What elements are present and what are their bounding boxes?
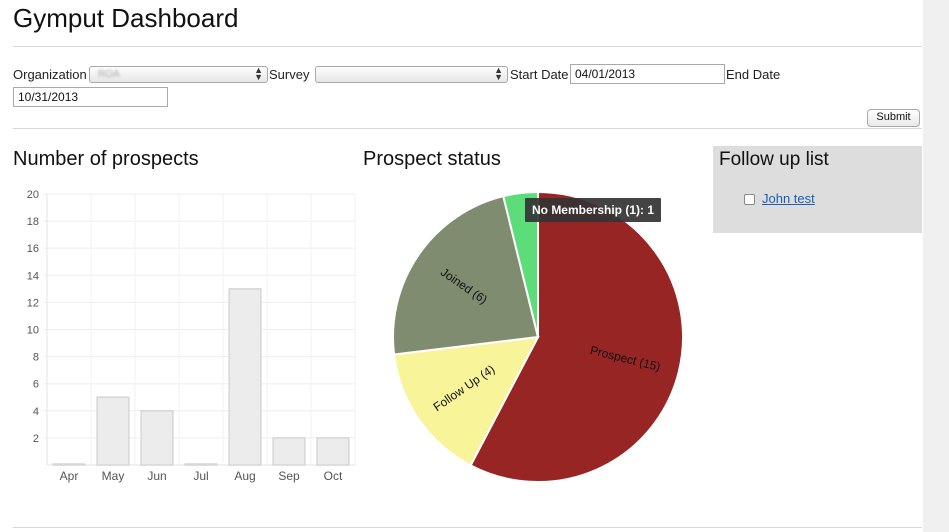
x-tick-label: Jun xyxy=(147,469,166,483)
bar xyxy=(316,437,350,466)
y-tick-label: 16 xyxy=(27,243,39,255)
bar xyxy=(140,410,174,466)
organization-label: Organization xyxy=(13,67,87,82)
follow-up-link[interactable]: John test xyxy=(762,191,815,206)
divider xyxy=(13,46,922,47)
prospects-bar-chart: 2 4 6 8 10 12 14 16 18 20 Apr May Jun Jul Aug Sep Oct xyxy=(27,189,356,483)
pie-slice xyxy=(392,335,540,467)
follow-up-checkbox[interactable] xyxy=(744,194,755,205)
bar xyxy=(96,396,130,466)
x-tick-label: Sep xyxy=(278,469,300,483)
end-date-label: End Date xyxy=(726,67,781,82)
y-tick-label: 2 xyxy=(33,433,39,445)
bar xyxy=(52,463,86,466)
y-tick-label: 6 xyxy=(33,379,39,391)
pie-slice xyxy=(392,195,540,356)
organization-value: ROA xyxy=(98,69,120,80)
select-arrows-icon: ▲ ▼ xyxy=(254,65,263,82)
survey-select[interactable]: ▲ ▼ xyxy=(315,66,508,83)
x-tick-label: Aug xyxy=(234,469,255,483)
y-tick-label: 18 xyxy=(27,216,39,228)
survey-label: Survey xyxy=(269,67,310,82)
bar xyxy=(228,288,262,466)
start-date-label: Start Date xyxy=(510,67,569,82)
divider xyxy=(13,128,922,129)
y-tick-label: 10 xyxy=(27,325,39,337)
organization-select[interactable]: ROA ▲ ▼ xyxy=(89,66,268,83)
submit-button[interactable]: Submit xyxy=(867,109,920,127)
y-tick-label: 14 xyxy=(27,270,39,282)
divider xyxy=(13,527,922,528)
x-tick-label: Oct xyxy=(324,469,343,483)
tooltip-text: No Membership (1): 1 xyxy=(532,203,654,217)
bar xyxy=(184,463,218,466)
select-arrows-icon: ▲ ▼ xyxy=(494,65,503,82)
follow-up-title: Follow up list xyxy=(719,149,829,170)
x-tick-label: May xyxy=(102,469,125,483)
follow-up-panel: Follow up list John test xyxy=(713,146,922,233)
status-chart-title: Prospect status xyxy=(363,148,501,170)
prospects-chart-title: Number of prospects xyxy=(13,148,199,170)
page-title: Gymput Dashboard xyxy=(13,3,239,33)
x-tick-label: Apr xyxy=(60,469,79,483)
y-tick-label: 12 xyxy=(27,297,39,309)
y-tick-label: 4 xyxy=(33,406,39,418)
pie-tooltip: No Membership (1): 1 xyxy=(525,198,661,222)
tooltip-box xyxy=(525,198,661,222)
pie-slice xyxy=(502,190,539,338)
start-date-input[interactable]: 04/01/2013 xyxy=(570,64,725,84)
y-tick-label: 8 xyxy=(33,352,39,364)
bar xyxy=(272,437,306,466)
y-tick-label: 20 xyxy=(27,189,39,201)
status-pie-chart: Prospect (15)Follow Up (4)Joined (6)No M… xyxy=(392,190,684,483)
end-date-input[interactable]: 10/31/2013 xyxy=(13,87,168,107)
window-edge xyxy=(923,0,949,532)
x-tick-label: Jul xyxy=(193,469,208,483)
